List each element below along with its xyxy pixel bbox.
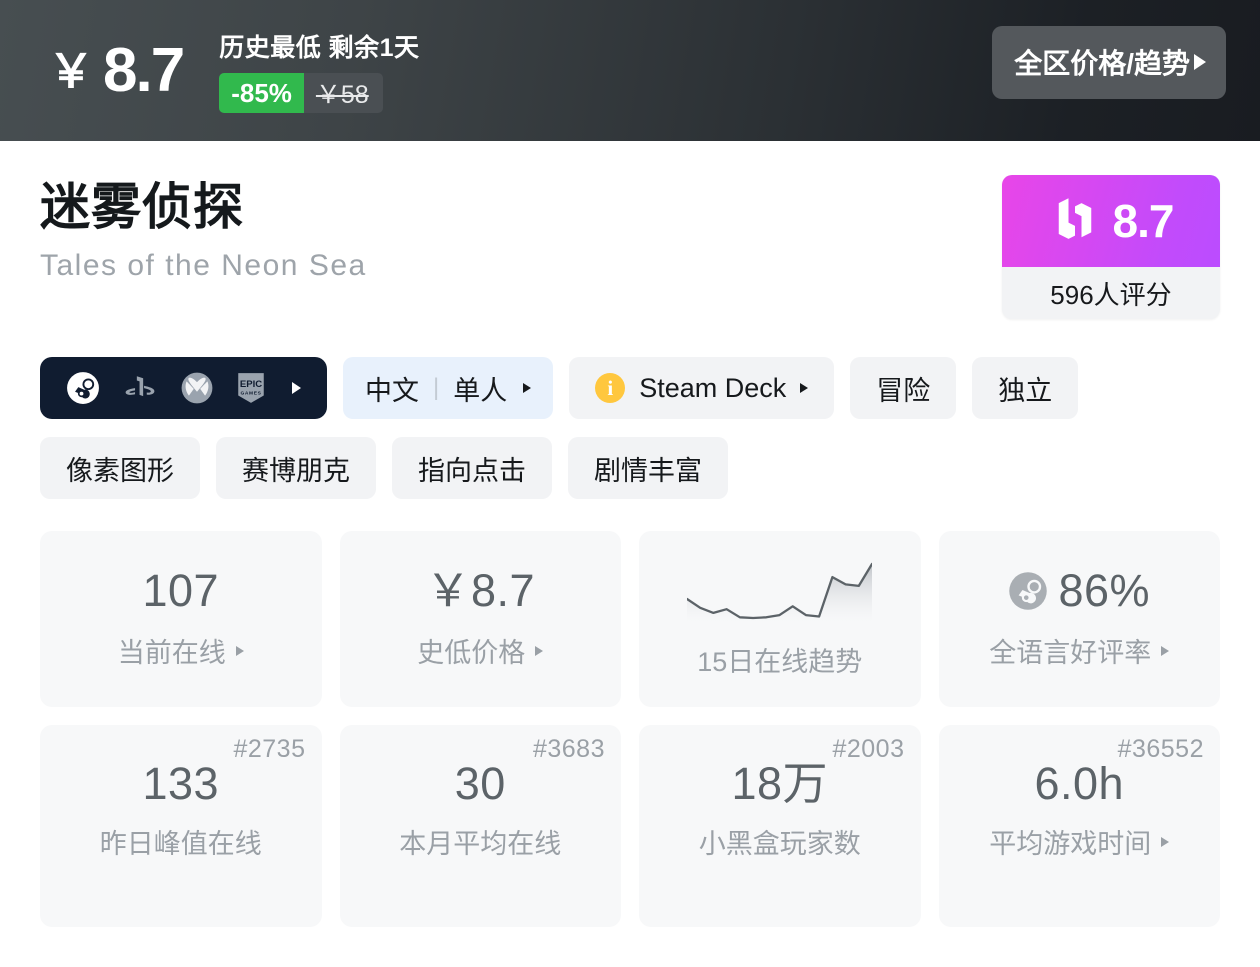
discount-badge: -85% ￥58	[219, 73, 383, 113]
stat-label-row: 史低价格	[417, 631, 544, 670]
stat-average-playtime[interactable]: #36552 6.0h 平均游戏时间	[938, 725, 1220, 927]
chevron-right-icon	[1194, 54, 1206, 70]
chip-steam-deck-label: Steam Deck	[639, 372, 787, 403]
chevron-right-icon	[523, 383, 532, 393]
stat-yesterday-peak-online[interactable]: #2735 133 昨日峰值在线	[40, 725, 322, 927]
stat-label-row: 15日在线趋势	[697, 640, 862, 679]
stat-value: 30	[454, 758, 506, 809]
chip-tag-label: 像素图形	[66, 455, 174, 486]
stat-value: 133	[142, 758, 220, 809]
price-details-block: 历史最低 剩余1天 -85% ￥58	[219, 28, 419, 113]
game-subtitle: Tales of the Neon Sea	[40, 249, 367, 282]
stats-grid-row-1: 107 当前在线 ￥8.7 史低价格	[40, 531, 1220, 707]
currency-symbol: ￥	[48, 44, 94, 97]
chip-language-label: 中文	[365, 375, 419, 406]
current-price-block: ￥ 8.7	[0, 35, 185, 105]
region-price-trend-label: 全区价格/趋势	[1014, 48, 1190, 79]
chip-tag-adventure[interactable]: 冒险	[850, 357, 957, 419]
stat-value: 6.0h	[1034, 758, 1125, 809]
chip-tag-pixel-graphics[interactable]: 像素图形	[40, 437, 200, 499]
chip-players-label: 单人	[453, 375, 508, 406]
stat-value: 86%	[1058, 565, 1151, 616]
score-rating-count: 596人评分	[1050, 279, 1172, 310]
chevron-right-icon	[235, 645, 244, 656]
stat-label-row: 全语言好评率	[989, 631, 1170, 670]
stat-label: 史低价格	[417, 638, 526, 668]
chip-tag-indie[interactable]: 独立	[972, 357, 1079, 419]
chip-tag-label: 赛博朋克	[242, 455, 350, 486]
xbox-icon	[180, 371, 214, 405]
game-heading-block: 迷雾侦探 Tales of the Neon Sea	[40, 179, 367, 283]
steam-icon	[1008, 571, 1048, 611]
chip-steam-deck[interactable]: i Steam Deck	[569, 357, 835, 419]
stat-positive-review-rate[interactable]: 86% 全语言好评率	[938, 531, 1220, 707]
attribute-chip-row-2: 像素图形 赛博朋克 指向点击 剧情丰富	[40, 437, 1220, 499]
stat-rank: #2003	[832, 735, 905, 763]
stat-label: 平均游戏时间	[989, 829, 1152, 859]
chip-tag-point-and-click[interactable]: 指向点击	[392, 437, 552, 499]
stat-current-online[interactable]: 107 当前在线	[40, 531, 322, 707]
chevron-right-icon	[1161, 645, 1170, 656]
stat-label: 当前在线	[117, 638, 226, 668]
stat-lowest-price[interactable]: ￥8.7 史低价格	[339, 531, 621, 707]
stats-grid-row-2: #2735 133 昨日峰值在线 #3683 30 本月平均在线 #2003 1…	[40, 725, 1220, 927]
score-value: 8.7	[1112, 195, 1175, 247]
stat-value: 107	[142, 565, 220, 616]
chip-tag-cyberpunk[interactable]: 赛博朋克	[216, 437, 376, 499]
current-price-value: 8.7	[103, 35, 185, 105]
stat-online-trend-chart[interactable]: 15日在线趋势	[639, 531, 921, 707]
stat-value-row: 86%	[1008, 568, 1150, 613]
stat-label-row: 小黑盒玩家数	[699, 822, 861, 861]
stat-label: 15日在线趋势	[697, 646, 863, 677]
stat-value: ￥8.7	[425, 565, 536, 616]
stat-heybox-player-count[interactable]: #2003 18万 小黑盒玩家数	[639, 725, 921, 927]
svg-text:EPIC: EPIC	[240, 379, 262, 390]
epic-games-icon: EPIC GAMES	[236, 371, 266, 405]
chevron-right-icon	[800, 383, 809, 393]
platform-more-arrow-icon	[292, 382, 301, 394]
discount-percent: -85%	[219, 73, 304, 113]
chevron-right-icon	[535, 645, 544, 656]
chip-tag-label: 冒险	[876, 375, 931, 406]
stat-label-row: 平均游戏时间	[989, 822, 1170, 861]
chip-tag-label: 指向点击	[418, 455, 526, 486]
chip-separator: |	[433, 374, 440, 401]
stat-label-row: 本月平均在线	[399, 822, 561, 861]
svg-text:GAMES: GAMES	[240, 390, 261, 396]
stat-label-row: 昨日峰值在线	[100, 822, 262, 861]
score-badge-top: 8.7	[1002, 175, 1220, 267]
heybox-logo-icon	[1058, 198, 1091, 239]
stat-label: 本月平均在线	[399, 829, 562, 859]
region-price-trend-button[interactable]: 全区价格/趋势	[992, 26, 1226, 99]
steam-icon	[66, 371, 100, 405]
chip-tag-rich-story[interactable]: 剧情丰富	[568, 437, 728, 499]
chevron-right-icon	[1161, 836, 1170, 847]
stat-label: 昨日峰值在线	[99, 829, 262, 859]
stat-label: 全语言好评率	[989, 638, 1152, 668]
chip-language-players[interactable]: 中文 | 单人	[343, 357, 554, 419]
attribute-chip-row-1: EPIC GAMES 中文 | 单人 i Steam Deck 冒险 独立	[40, 357, 1220, 419]
original-price: ￥58	[303, 73, 383, 113]
info-icon: i	[595, 373, 626, 403]
chip-tag-label: 独立	[998, 375, 1053, 406]
stat-value: 18万	[731, 758, 829, 809]
playstation-icon	[122, 373, 158, 403]
sparkline-chart	[686, 560, 874, 622]
price-header-bar: ￥ 8.7 历史最低 剩余1天 -85% ￥58 全区价格/趋势	[0, 0, 1260, 141]
page-title: 迷雾侦探	[40, 179, 244, 235]
chip-tag-label: 剧情丰富	[594, 455, 702, 486]
stat-label: 小黑盒玩家数	[698, 829, 861, 859]
stat-rank: #36552	[1117, 735, 1204, 763]
stat-rank: #2735	[233, 735, 306, 763]
stat-rank: #3683	[532, 735, 605, 763]
historic-low-note: 历史最低 剩余1天	[219, 34, 420, 62]
score-badge[interactable]: 8.7 596人评分	[1002, 175, 1220, 319]
stat-month-average-online[interactable]: #3683 30 本月平均在线	[339, 725, 621, 927]
stat-label-row: 当前在线	[118, 631, 244, 670]
platform-bar[interactable]: EPIC GAMES	[40, 357, 327, 419]
